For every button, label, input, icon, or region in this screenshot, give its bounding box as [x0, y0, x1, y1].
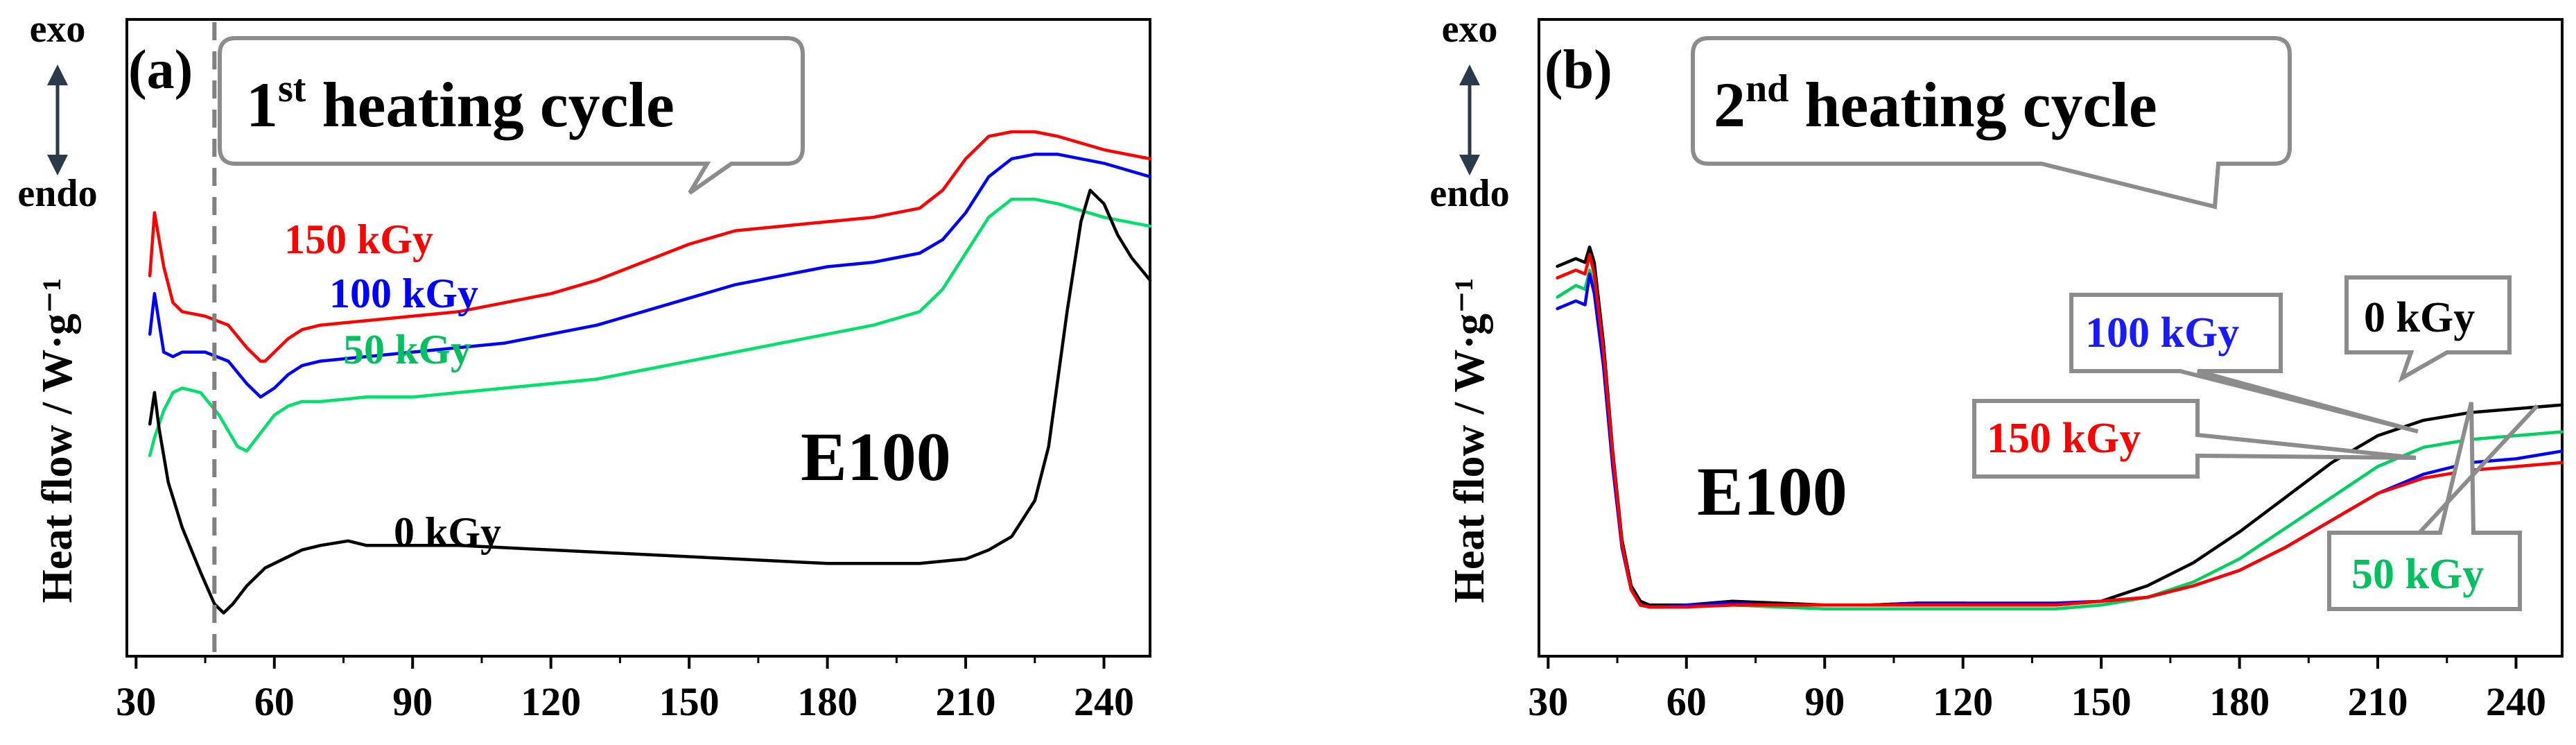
- y-axis-label: Heat flow / W·g⁻¹: [34, 278, 81, 603]
- title-suffix: nd: [1746, 67, 1789, 110]
- x-tick-label: 240: [1074, 679, 1134, 724]
- series-line-0kgy: [148, 189, 1152, 615]
- title-callout: [1691, 36, 2292, 209]
- callout-0kgy: 0 kGy: [2344, 275, 2512, 383]
- series-label-0kgy: 0 kGy: [394, 509, 501, 555]
- x-tick-label: 90: [392, 679, 433, 724]
- x-tick-label: 120: [1933, 679, 1993, 724]
- series-label-100kgy: 100 kGy: [2085, 309, 2239, 357]
- series-label-50kgy: 50 kGy: [2351, 551, 2484, 598]
- callout-150kgy: 150 kGy: [1972, 399, 2417, 479]
- panel-label: (b): [1544, 40, 1612, 101]
- title-callout: [218, 36, 805, 195]
- title-ordinal: 1: [246, 69, 278, 140]
- x-tick-label: 210: [2348, 679, 2408, 724]
- series-label-150kgy: 150 kGy: [284, 216, 433, 262]
- title-text: heating cycle: [1789, 69, 2157, 140]
- title-ordinal: 2: [1714, 69, 1746, 140]
- sample-label: E100: [1697, 453, 1847, 530]
- series-line-150kgy: [1556, 252, 2564, 609]
- x-tick-label: 90: [1804, 679, 1845, 724]
- exo-label: exo: [30, 8, 86, 51]
- panel-b: 30 60 90 120 150 180 210 240 Heat flow / W·g⁻¹ …: [1429, 8, 2564, 724]
- x-tick-label: 60: [1666, 679, 1707, 724]
- series-label-50kgy: 50 kGy: [343, 327, 471, 372]
- series-line-150kgy: [148, 130, 1152, 363]
- x-tick-label: 150: [659, 679, 720, 724]
- x-tick-label: 30: [1528, 679, 1568, 724]
- x-tick-label: 180: [2209, 679, 2270, 724]
- panel-label: (a): [128, 40, 193, 101]
- y-axis-label: Heat flow / W·g⁻¹: [1446, 278, 1493, 603]
- series-label-150kgy: 150 kGy: [1987, 415, 2141, 462]
- x-tick-label: 180: [797, 679, 858, 724]
- callout-50kgy: 50 kGy: [2327, 402, 2539, 611]
- x-ticks: 30 60 90 120 150 180 210 240: [1528, 656, 2546, 724]
- series-lines: [148, 22, 1152, 653]
- sample-label: E100: [801, 418, 951, 495]
- chart-title: 1st heating cycle: [246, 67, 675, 140]
- x-ticks: 30 60 90 120 150 180 210 240: [116, 656, 1134, 724]
- x-tick-label: 120: [521, 679, 581, 724]
- x-tick-label: 60: [254, 679, 295, 724]
- plot-frame: [125, 18, 1151, 658]
- plot-frame: [1538, 18, 2564, 658]
- endo-label: endo: [17, 172, 97, 215]
- title-text: heating cycle: [306, 69, 674, 140]
- callout-100kgy: 100 kGy: [2069, 293, 2419, 434]
- x-tick-label: 210: [936, 679, 996, 724]
- series-label-100kgy: 100 kGy: [329, 271, 478, 316]
- x-tick-label: 240: [2486, 679, 2546, 724]
- x-tick-label: 30: [116, 679, 156, 724]
- x-tick-label: 150: [2071, 679, 2132, 724]
- exo-label: exo: [1442, 8, 1498, 51]
- title-suffix: st: [278, 67, 306, 110]
- series-line-100kgy: [148, 153, 1152, 399]
- series-label-0kgy: 0 kGy: [2364, 294, 2475, 341]
- chart-title: 2nd heating cycle: [1714, 67, 2157, 140]
- panel-a: 30 60 90 120 150 180 210 240 Heat flow / W·g⁻¹ …: [17, 8, 1152, 724]
- endo-label: endo: [1429, 172, 1509, 215]
- series-lines: [1556, 245, 2564, 611]
